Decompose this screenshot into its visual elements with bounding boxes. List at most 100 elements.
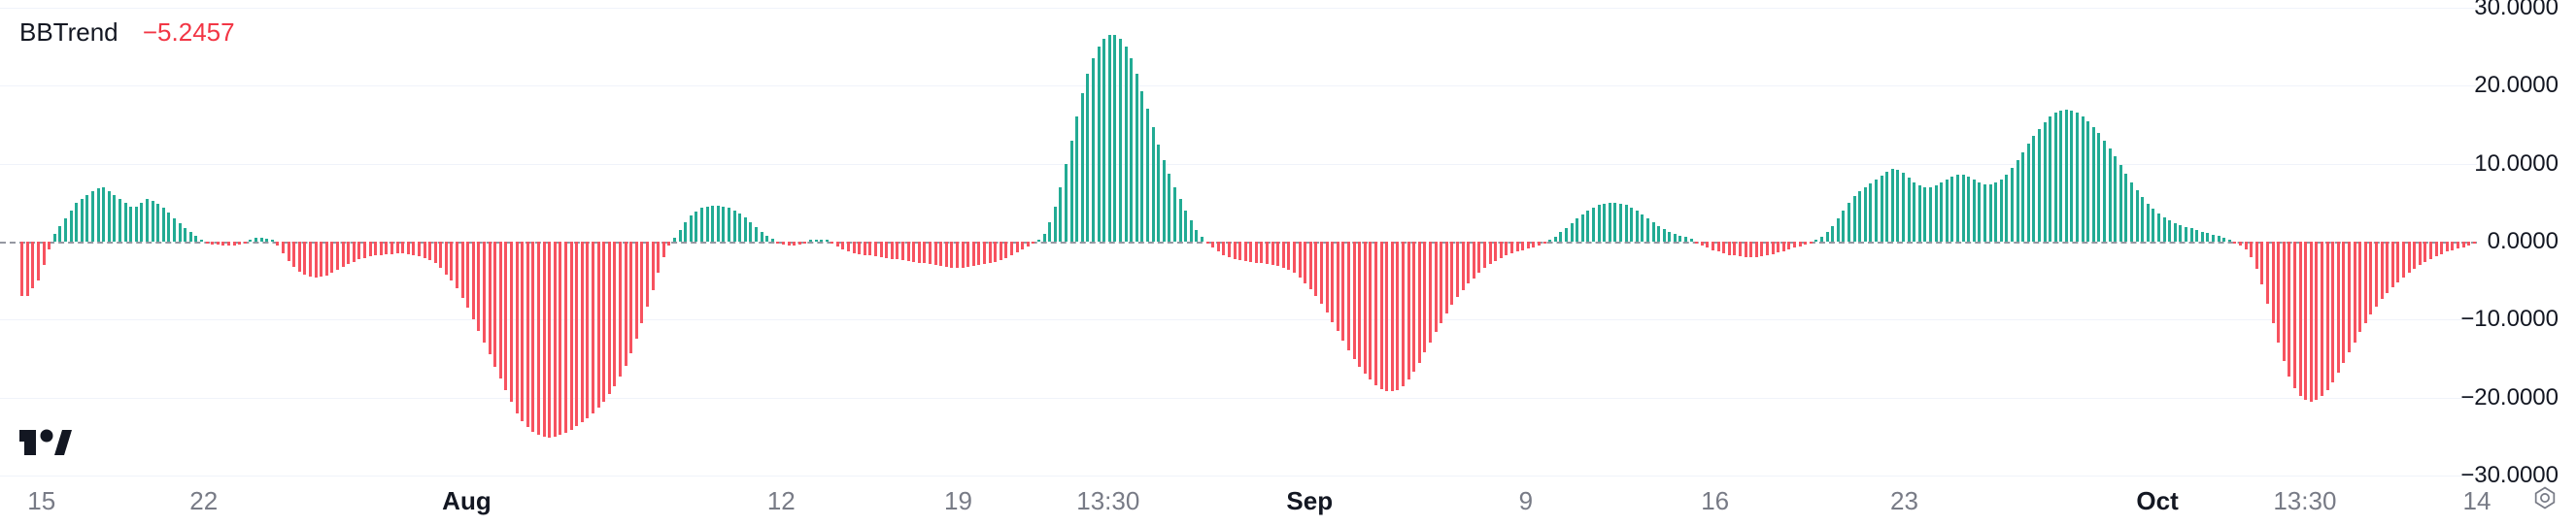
histogram-bar [2272, 242, 2275, 323]
bbtrend-chart: BBTrend −5.2457 30.000020.000010.00000.0… [0, 0, 2576, 526]
histogram-bar [2364, 242, 2367, 323]
histogram-bar [1477, 242, 1480, 273]
x-tick-label: 9 [1519, 486, 1533, 516]
histogram-bar [2017, 160, 2019, 242]
histogram-bar [1636, 211, 1639, 242]
histogram-bar [2326, 242, 2329, 390]
histogram-bar [472, 242, 475, 319]
histogram-bar [418, 242, 421, 256]
histogram-bar [1201, 237, 1203, 242]
histogram-bar [1043, 234, 1046, 242]
axis-settings-icon[interactable] [2531, 484, 2559, 516]
histogram-bar [1609, 203, 1611, 242]
histogram-bar [162, 208, 165, 242]
histogram-bar [858, 242, 861, 254]
histogram-bar [1749, 242, 1752, 257]
histogram-bar [2005, 175, 2008, 242]
histogram-bar [1896, 170, 1899, 242]
histogram-bar [2293, 242, 2296, 388]
histogram-bar [2174, 223, 2177, 242]
histogram-bar [31, 242, 34, 288]
histogram-bar [1179, 199, 1182, 242]
histogram-bar [489, 242, 491, 354]
histogram-bar [2348, 242, 2351, 352]
histogram-bar [1946, 180, 1949, 242]
histogram-bar [456, 242, 458, 288]
histogram-bar [847, 242, 850, 251]
histogram-bar [1826, 232, 1829, 242]
histogram-bar [276, 242, 279, 246]
histogram-bar [929, 242, 932, 264]
histogram-bar [1967, 177, 1970, 242]
histogram-bar [956, 242, 959, 268]
histogram-bar [652, 242, 655, 290]
histogram-bar [809, 240, 812, 242]
histogram-bar [1016, 242, 1019, 252]
histogram-bar [1407, 242, 1410, 379]
histogram-bar [260, 238, 263, 242]
histogram-bar [2250, 242, 2253, 257]
histogram-bar [1505, 242, 1508, 255]
histogram-bar [2473, 242, 2476, 244]
histogram-bar [885, 242, 888, 258]
histogram-bar [353, 242, 356, 262]
histogram-bar [891, 242, 894, 259]
histogram-bar [793, 242, 796, 246]
histogram-bar [1787, 242, 1790, 249]
histogram-bar [1337, 242, 1339, 331]
histogram-bar [1810, 242, 1813, 244]
histogram-bar [2299, 242, 2302, 396]
histogram-bar [830, 242, 833, 244]
histogram-bar [548, 242, 551, 438]
histogram-bar [510, 242, 513, 402]
histogram-bar [657, 242, 660, 273]
x-tick-label: 12 [767, 486, 796, 516]
histogram-bar [1435, 242, 1438, 332]
histogram-bar [613, 242, 616, 386]
histogram-bar [206, 242, 209, 244]
histogram-bar [788, 242, 791, 246]
histogram-bar [97, 188, 100, 242]
histogram-bar [466, 242, 469, 308]
histogram-bar [2147, 204, 2150, 242]
histogram-bar [227, 242, 230, 246]
histogram-bar [1793, 242, 1796, 247]
histogram-bar [1173, 187, 1176, 242]
histogram-bar [1847, 203, 1850, 242]
histogram-bar [619, 242, 622, 377]
histogram-bar [1027, 242, 1030, 247]
histogram-bar [244, 242, 247, 244]
histogram-bar [1320, 242, 1323, 304]
histogram-bar [1293, 242, 1296, 273]
histogram-bar [977, 242, 980, 265]
histogram-bar [695, 212, 697, 242]
histogram-bar [2092, 127, 2095, 242]
histogram-bar [1374, 242, 1377, 385]
histogram-bar [1467, 242, 1470, 283]
histogram-bar [26, 242, 29, 296]
histogram-bar [1483, 242, 1486, 268]
histogram-bar [2354, 242, 2356, 343]
histogram-bar [1902, 173, 1905, 242]
x-tick-label: 13:30 [1076, 486, 1139, 516]
histogram-bar [1576, 218, 1578, 242]
indicator-label[interactable]: BBTrend −5.2457 [19, 17, 235, 48]
histogram-bar [1168, 174, 1170, 242]
histogram-bar [1532, 242, 1535, 247]
histogram-bar [2082, 116, 2085, 242]
tradingview-logo-icon[interactable] [19, 426, 72, 460]
histogram-bar [2157, 214, 2160, 242]
x-tick-label: 15 [27, 486, 55, 516]
histogram-bar [434, 242, 437, 263]
histogram-bar [2451, 242, 2454, 250]
histogram-bar [570, 242, 573, 430]
histogram-bar [1516, 242, 1519, 251]
plot-area[interactable] [0, 0, 2477, 476]
histogram-bar [102, 187, 105, 242]
histogram-bar [2446, 242, 2449, 251]
histogram-bar [1429, 242, 1432, 343]
histogram-bar [1527, 242, 1530, 248]
histogram-bar [1287, 242, 1290, 270]
histogram-bar [2065, 110, 2068, 242]
histogram-bar [1152, 127, 1155, 242]
